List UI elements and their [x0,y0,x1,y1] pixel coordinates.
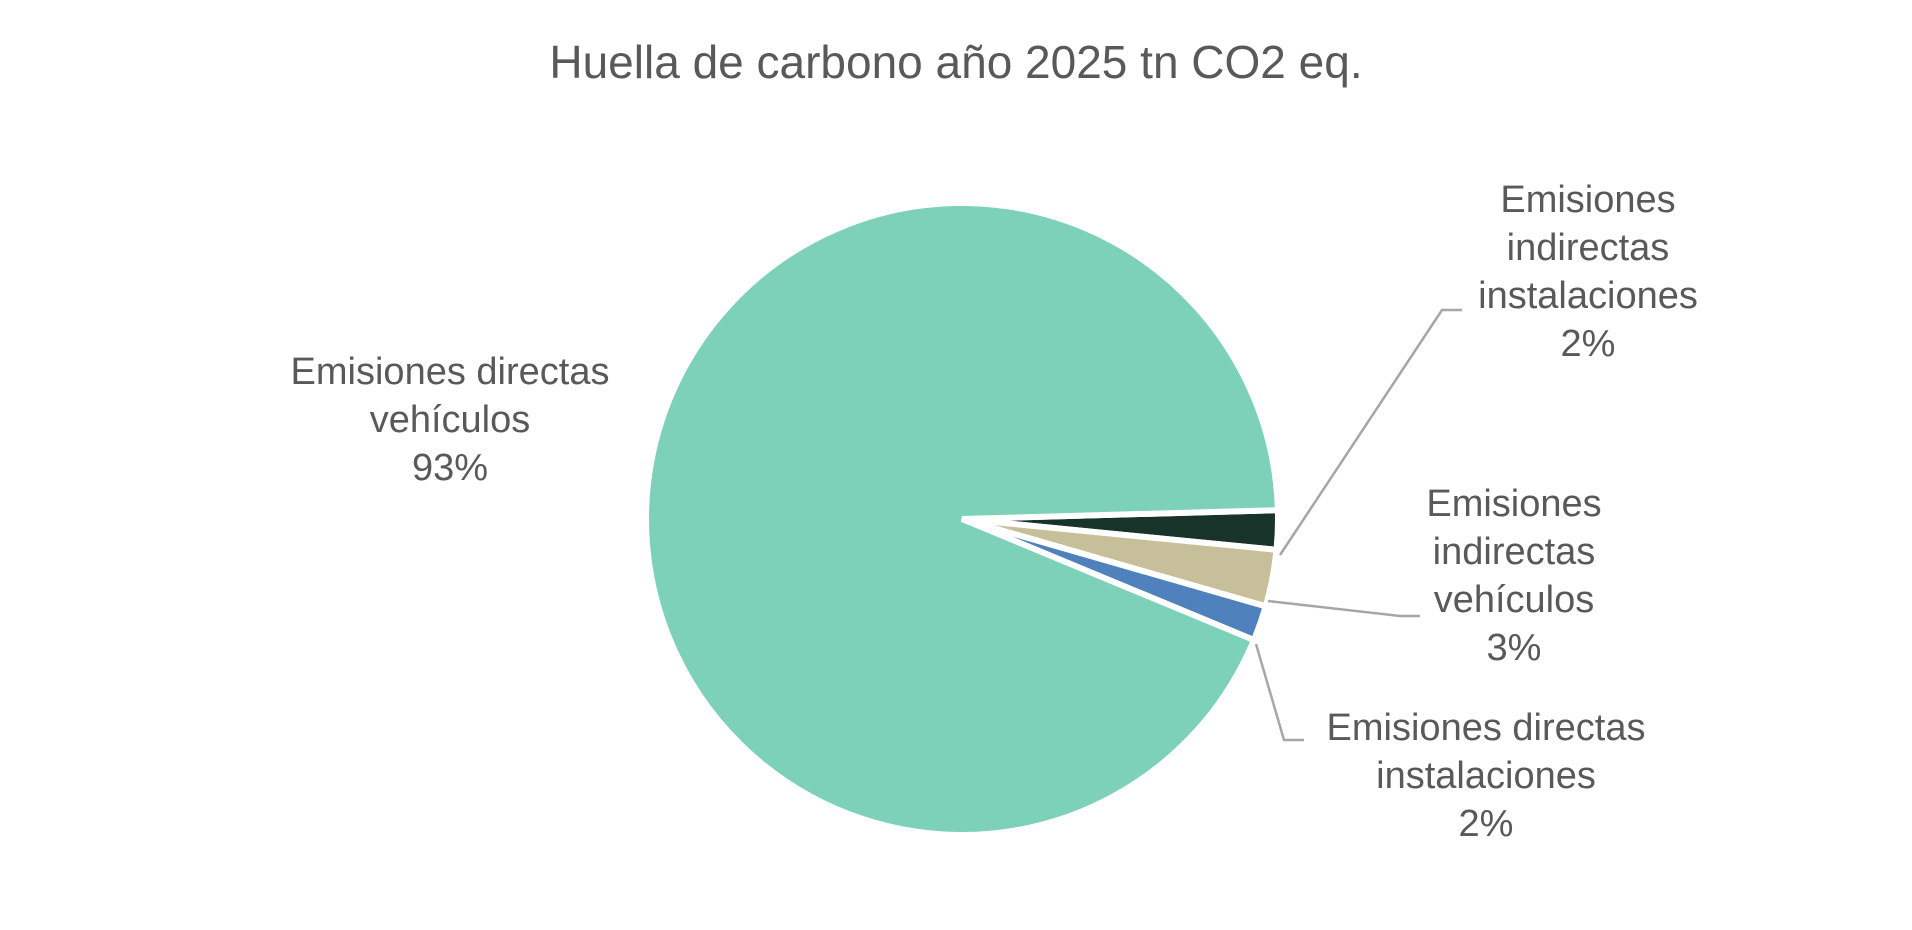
slice-label: Emisiones indirectas vehículos 3% [1426,483,1601,669]
slice-label: Emisiones directas instalaciones 2% [1327,707,1646,845]
slice-name-label: vehículos [370,399,531,441]
leader-lines [1254,308,1462,742]
slice-name-label: vehículos [1434,579,1595,621]
slice-label: Emisiones directas vehículos 93% [291,351,610,489]
leader-line [1278,308,1462,556]
slice-percent-label: 2% [1459,803,1514,845]
leader-line [1254,643,1304,742]
slice-name-label: indirectas [1433,531,1596,573]
pie-slice [643,199,1281,838]
leader-line [1267,599,1420,618]
slice-name-label: Emisiones directas [291,351,610,393]
slice-percent-label: 3% [1487,627,1542,669]
slice-name-label: instalaciones [1478,275,1698,317]
slice-name-label: indirectas [1507,227,1670,269]
chart-title: Huella de carbono año 2025 tn CO2 eq. [549,36,1362,88]
slice-name-label: Emisiones [1500,179,1675,221]
slice-percent-label: 93% [412,447,488,489]
slice-name-label: instalaciones [1376,755,1596,797]
slice-label: Emisiones indirectas instalaciones 2% [1478,179,1698,365]
slice-percent-label: 2% [1561,323,1616,365]
slice-name-label: Emisiones [1426,483,1601,525]
slice-name-label: Emisiones directas [1327,707,1646,749]
pie-slices [643,199,1281,838]
data-labels: Emisiones directas vehículos 93% Emisiones i… [291,179,1698,845]
